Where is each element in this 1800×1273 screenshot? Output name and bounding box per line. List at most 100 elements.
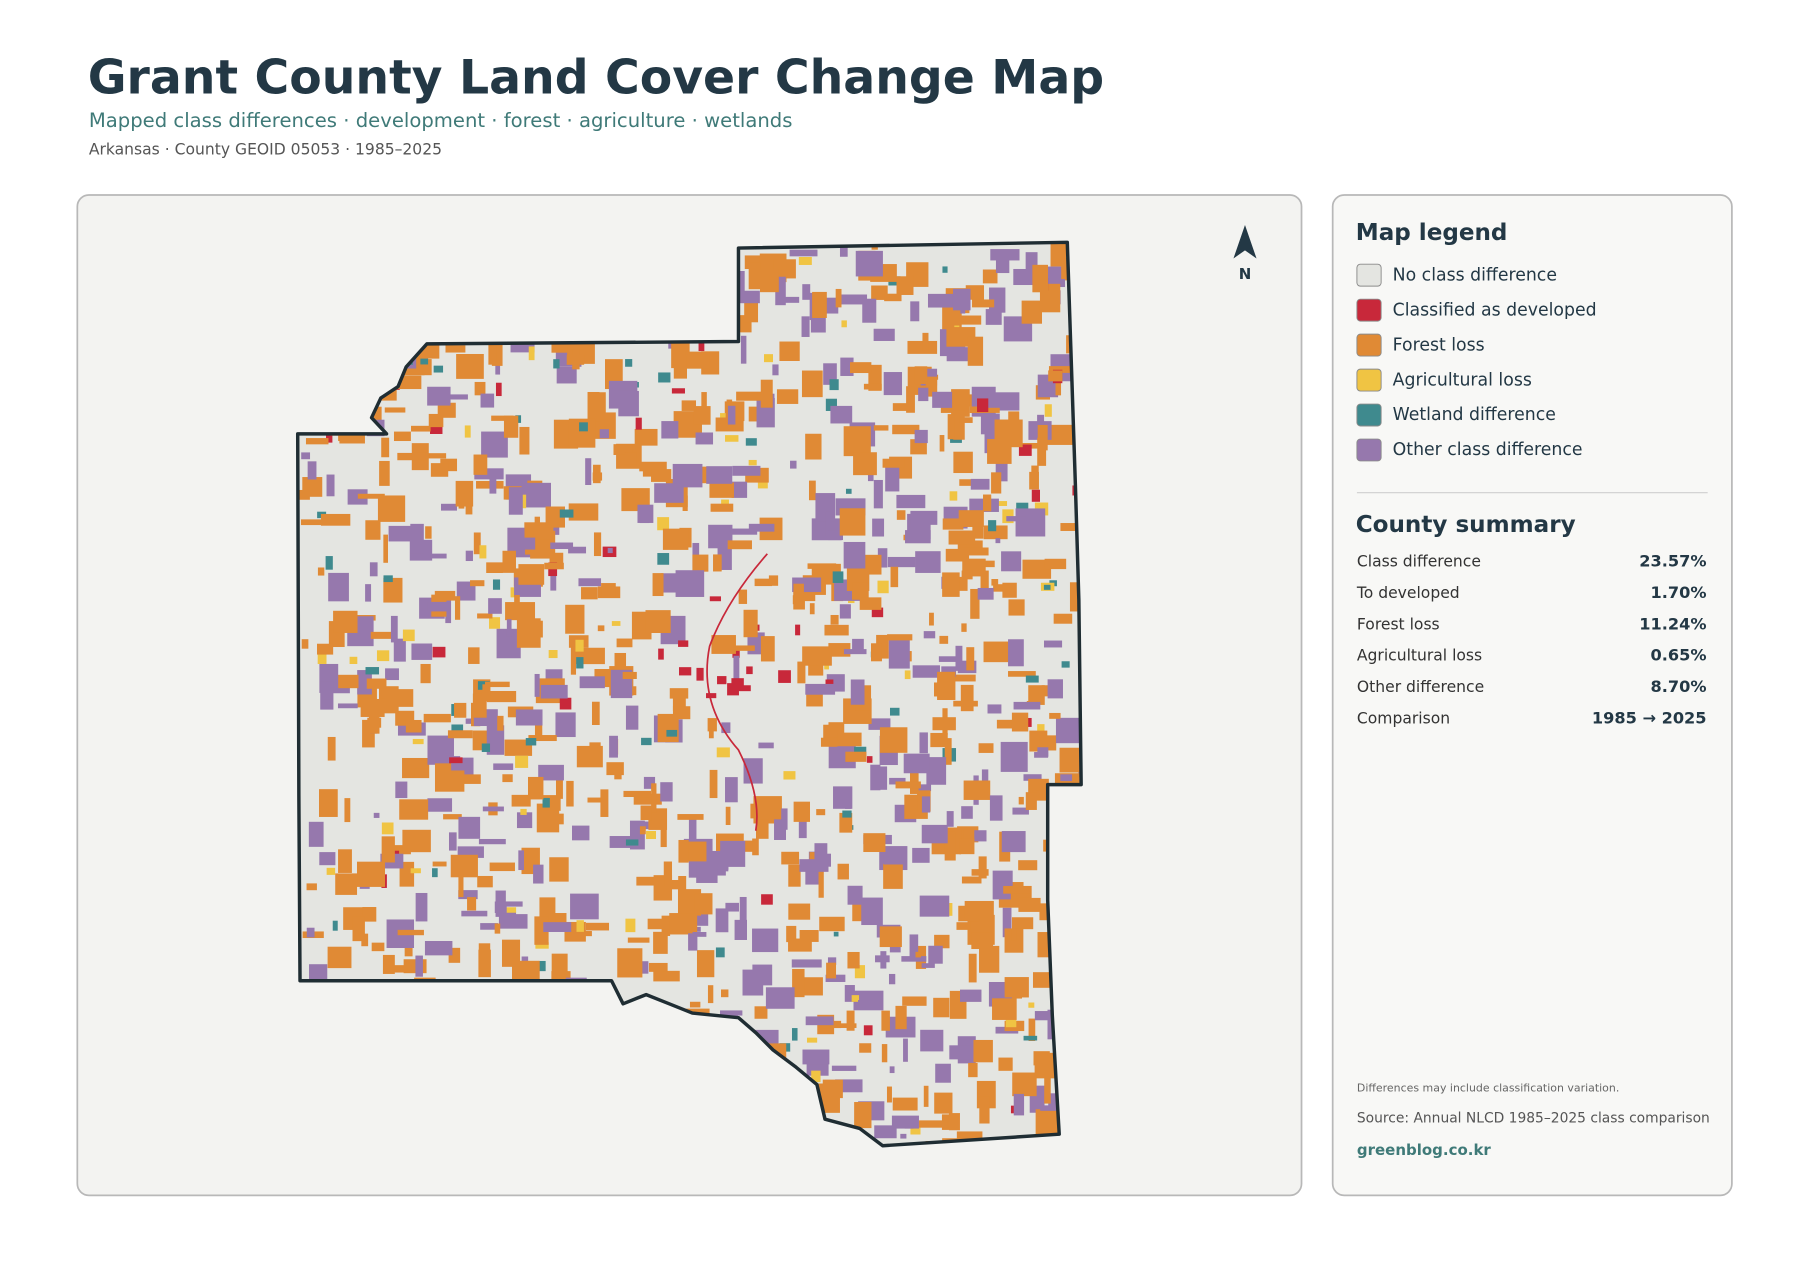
change-patch <box>434 590 456 601</box>
change-patch <box>889 777 906 785</box>
change-patch <box>737 290 760 304</box>
change-patch <box>972 520 984 539</box>
change-patch <box>696 855 718 883</box>
change-patch <box>542 797 550 808</box>
change-patch <box>816 809 826 816</box>
change-patch <box>673 356 687 379</box>
change-patch <box>810 317 826 333</box>
change-patch <box>831 1065 857 1071</box>
change-patch <box>357 493 385 499</box>
footnote: Differences may include classification v… <box>1357 1082 1619 1095</box>
change-patch <box>514 594 520 609</box>
change-patch <box>1032 264 1049 293</box>
change-patch <box>950 437 962 443</box>
change-patch <box>415 892 428 922</box>
change-patch <box>788 864 801 887</box>
change-patch <box>833 931 839 937</box>
change-patch <box>996 719 1023 729</box>
change-patch <box>640 821 654 830</box>
change-patch <box>627 937 650 943</box>
change-patch <box>623 790 652 798</box>
change-patch <box>977 587 994 600</box>
change-patch <box>360 698 385 717</box>
change-patch <box>347 489 368 505</box>
change-patch <box>953 451 973 474</box>
change-patch <box>973 1039 993 1063</box>
change-patch <box>801 316 810 337</box>
change-patch <box>377 495 406 522</box>
change-patch <box>451 763 469 771</box>
change-patch <box>727 540 752 550</box>
change-patch <box>920 1029 944 1052</box>
change-patch <box>307 461 317 480</box>
change-patch <box>688 933 698 951</box>
change-patch <box>1040 1105 1069 1111</box>
change-patch <box>888 973 896 985</box>
change-patch <box>715 908 729 933</box>
change-patch <box>528 346 535 361</box>
change-patch <box>886 1086 892 1103</box>
change-patch <box>546 913 567 925</box>
change-patch <box>938 656 959 662</box>
change-patch <box>675 570 705 597</box>
change-patch <box>384 407 406 413</box>
change-patch <box>838 294 868 305</box>
change-patch <box>814 843 828 867</box>
change-patch <box>788 903 811 920</box>
change-patch <box>456 581 476 601</box>
change-patch <box>652 573 664 597</box>
legend-label: Forest loss <box>1393 335 1485 355</box>
change-patch <box>663 861 673 881</box>
change-patch <box>955 645 963 671</box>
change-patch <box>1055 378 1062 396</box>
change-patch <box>1018 897 1041 912</box>
change-patch <box>981 769 989 786</box>
change-patch <box>503 912 517 928</box>
change-patch <box>850 362 872 374</box>
change-patch <box>1046 424 1075 445</box>
change-patch <box>1060 523 1082 531</box>
change-patch <box>896 494 926 509</box>
change-patch <box>752 928 779 953</box>
site: greenblog.co.kr <box>1357 1141 1492 1159</box>
change-patch <box>1001 551 1022 572</box>
change-patch <box>516 618 541 648</box>
change-patch <box>1044 558 1067 570</box>
change-patch <box>695 432 714 445</box>
change-patch <box>1041 685 1049 697</box>
change-patch <box>896 510 906 520</box>
change-patch <box>881 1010 890 1031</box>
change-patch <box>1031 489 1040 502</box>
change-patch <box>873 425 889 431</box>
change-patch <box>877 580 889 594</box>
change-patch <box>494 923 501 934</box>
change-patch <box>306 927 315 938</box>
change-patch <box>725 435 739 442</box>
change-patch <box>326 432 333 443</box>
change-patch <box>1002 907 1012 938</box>
north-label: N <box>1239 265 1252 283</box>
change-patch <box>871 285 888 300</box>
change-patch <box>572 825 590 841</box>
change-patch <box>317 567 325 576</box>
change-patch <box>855 250 883 277</box>
summary-value: 1.70% <box>1651 583 1707 602</box>
change-patch <box>1025 792 1037 810</box>
change-patch <box>921 963 935 968</box>
change-patch <box>411 643 433 660</box>
change-patch <box>625 452 637 465</box>
change-patch <box>688 854 699 878</box>
change-patch <box>748 262 761 290</box>
change-patch <box>338 849 352 873</box>
change-patch <box>883 855 904 865</box>
change-patch <box>707 985 714 1004</box>
change-patch <box>929 612 934 626</box>
change-patch <box>579 676 605 689</box>
change-patch <box>693 406 711 425</box>
change-patch <box>495 382 502 397</box>
change-patch <box>1039 735 1057 751</box>
change-patch <box>432 861 447 867</box>
change-patch <box>835 288 842 308</box>
change-patch <box>1023 774 1042 781</box>
change-patch <box>934 934 950 949</box>
